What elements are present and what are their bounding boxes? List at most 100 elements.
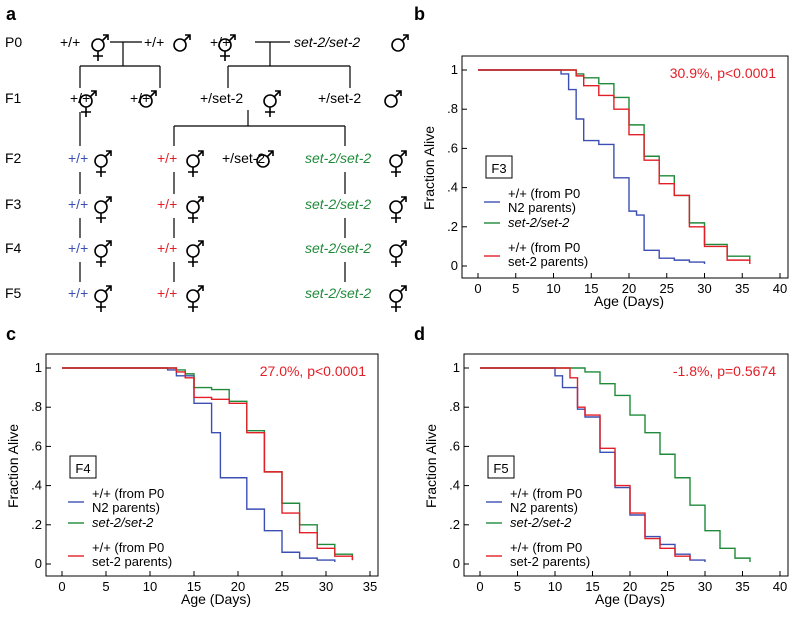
y-tick-label: .2 [31, 517, 42, 532]
hermaphrodite-icon-marks [93, 34, 109, 61]
f3-green-genotype: set-2/set-2 [305, 196, 371, 212]
y-tick-label: .4 [31, 478, 42, 493]
x-tick-label: 35 [735, 579, 749, 594]
x-tick-label: 15 [187, 579, 201, 594]
male-icon-ring [391, 38, 405, 52]
hermaphrodite-icon-marks [391, 150, 407, 177]
male-icon-arrow [266, 150, 274, 158]
y-tick-label: 0 [451, 258, 458, 273]
y-tick-label: .8 [447, 101, 458, 116]
hermaphrodite-icon [389, 240, 407, 267]
legend-label-line2: set-2 parents) [508, 254, 588, 269]
male-icon-ring [173, 38, 187, 52]
legend-label-line1: set-2/set-2 [508, 215, 570, 230]
panel-c-survival-f4: c 0 5 10 15 20 25 30 35 0 .2 .4 .6 .8 1 Age (Days) Frac… [5, 324, 379, 607]
x-tick-label: 40 [773, 579, 787, 594]
hermaphrodite-icon-marks [265, 90, 281, 117]
p0-herm-genotype: +/+ [60, 34, 80, 50]
panel-letter-d: d [414, 324, 425, 344]
stat-annotation: -1.8%, p=0.5674 [673, 363, 776, 379]
f4-green-genotype: set-2/set-2 [305, 240, 371, 256]
series-line-3 [62, 367, 354, 561]
y-tick-label: .6 [447, 140, 458, 155]
x-axis-label: Age (Days) [181, 591, 251, 607]
gen-label-p0: P0 [5, 34, 22, 50]
male-icon-arrow [183, 34, 191, 42]
f2-blue-genotype: +/+ [68, 150, 88, 166]
hermaphrodite-icon [389, 150, 407, 177]
f2-het-genotype: +/set-2 [222, 150, 265, 166]
male-icon [384, 90, 402, 108]
p0-male-genotype: +/+ [144, 34, 164, 50]
p0-mutant-genotype: set-2/set-2 [294, 34, 360, 50]
hermaphrodite-icon-marks [188, 240, 204, 267]
legend-label-line1: +/+ (from P0 [92, 540, 164, 555]
male-icon-ring [139, 94, 153, 108]
x-tick-label: 20 [231, 579, 245, 594]
x-axis-label: Age (Days) [594, 293, 664, 309]
generation-box-frame [485, 155, 513, 179]
gen-label-f5: F5 [5, 285, 22, 301]
x-tick-label: 30 [697, 281, 711, 296]
gen-label-f3: F3 [5, 196, 22, 212]
panel-d-survival-f5: d 0 5 10 15 20 25 30 35 40 0 .2 .4 .6 .8 1 Age (Days) Fr… [414, 324, 789, 607]
hermaphrodite-icon-marks [188, 150, 204, 177]
y-tick-label: .4 [449, 478, 460, 493]
legend-label-line1: set-2/set-2 [510, 515, 572, 530]
generation-box: F3 [485, 155, 513, 179]
chart: 0 5 10 15 20 25 30 35 0 .2 .4 .6 .8 1 Age (Days) Fracti… [5, 353, 379, 607]
y-tick-label: .2 [449, 517, 460, 532]
x-tick-label: 5 [512, 281, 519, 296]
hermaphrodite-icon-marks [96, 240, 112, 267]
generation-box: F4 [69, 455, 97, 479]
male-icon-arrow [394, 90, 402, 98]
male-icon-ring [256, 154, 270, 168]
gen-label-f2: F2 [5, 150, 22, 166]
x-tick-label: 10 [143, 579, 157, 594]
gen-label-f4: F4 [5, 240, 22, 256]
f3-blue-genotype: +/+ [68, 196, 88, 212]
x-tick-label: 0 [58, 579, 65, 594]
y-tick-label: .8 [31, 399, 42, 414]
hermaphrodite-icon [186, 196, 204, 223]
x-tick-label: 0 [476, 579, 483, 594]
f2-green-genotype: set-2/set-2 [305, 150, 371, 166]
plot-frame [45, 353, 379, 577]
y-tick-label: .6 [31, 438, 42, 453]
generation-box-frame [69, 455, 97, 479]
hermaphrodite-icon-marks [391, 196, 407, 223]
series-line-1 [478, 69, 706, 265]
y-tick-label: .6 [449, 438, 460, 453]
y-axis-label: Fraction Alive [5, 424, 21, 508]
x-tick-label: 15 [584, 281, 598, 296]
stat-annotation: 27.0%, p<0.0001 [260, 363, 366, 379]
y-tick-label: .4 [447, 180, 458, 195]
x-tick-label: 25 [660, 281, 674, 296]
plot-frame [463, 353, 789, 577]
f5-red-genotype: +/+ [157, 285, 177, 301]
hermaphrodite-icon-marks [96, 150, 112, 177]
legend-label-line2: N2 parents) [508, 200, 576, 215]
male-icon-ring [384, 94, 398, 108]
hermaphrodite-icon [94, 196, 112, 223]
x-tick-label: 0 [474, 281, 481, 296]
stat-annotation: 30.9%, p<0.0001 [670, 65, 776, 81]
gen-label-f1: F1 [5, 90, 22, 106]
generation-box-label: F5 [493, 461, 508, 476]
series-line-3 [480, 367, 691, 561]
x-axis-label: Age (Days) [595, 591, 665, 607]
hermaphrodite-icon-marks [81, 90, 97, 117]
male-icon [139, 90, 157, 108]
f1-herm-het-genotype: +/set-2 [200, 90, 243, 106]
hermaphrodite-icon [94, 285, 112, 312]
x-tick-label: 15 [585, 579, 599, 594]
x-tick-label: 35 [363, 579, 377, 594]
x-tick-label: 10 [546, 281, 560, 296]
x-tick-label: 25 [275, 579, 289, 594]
hermaphrodite-icon [186, 150, 204, 177]
y-tick-label: 1 [453, 360, 460, 375]
